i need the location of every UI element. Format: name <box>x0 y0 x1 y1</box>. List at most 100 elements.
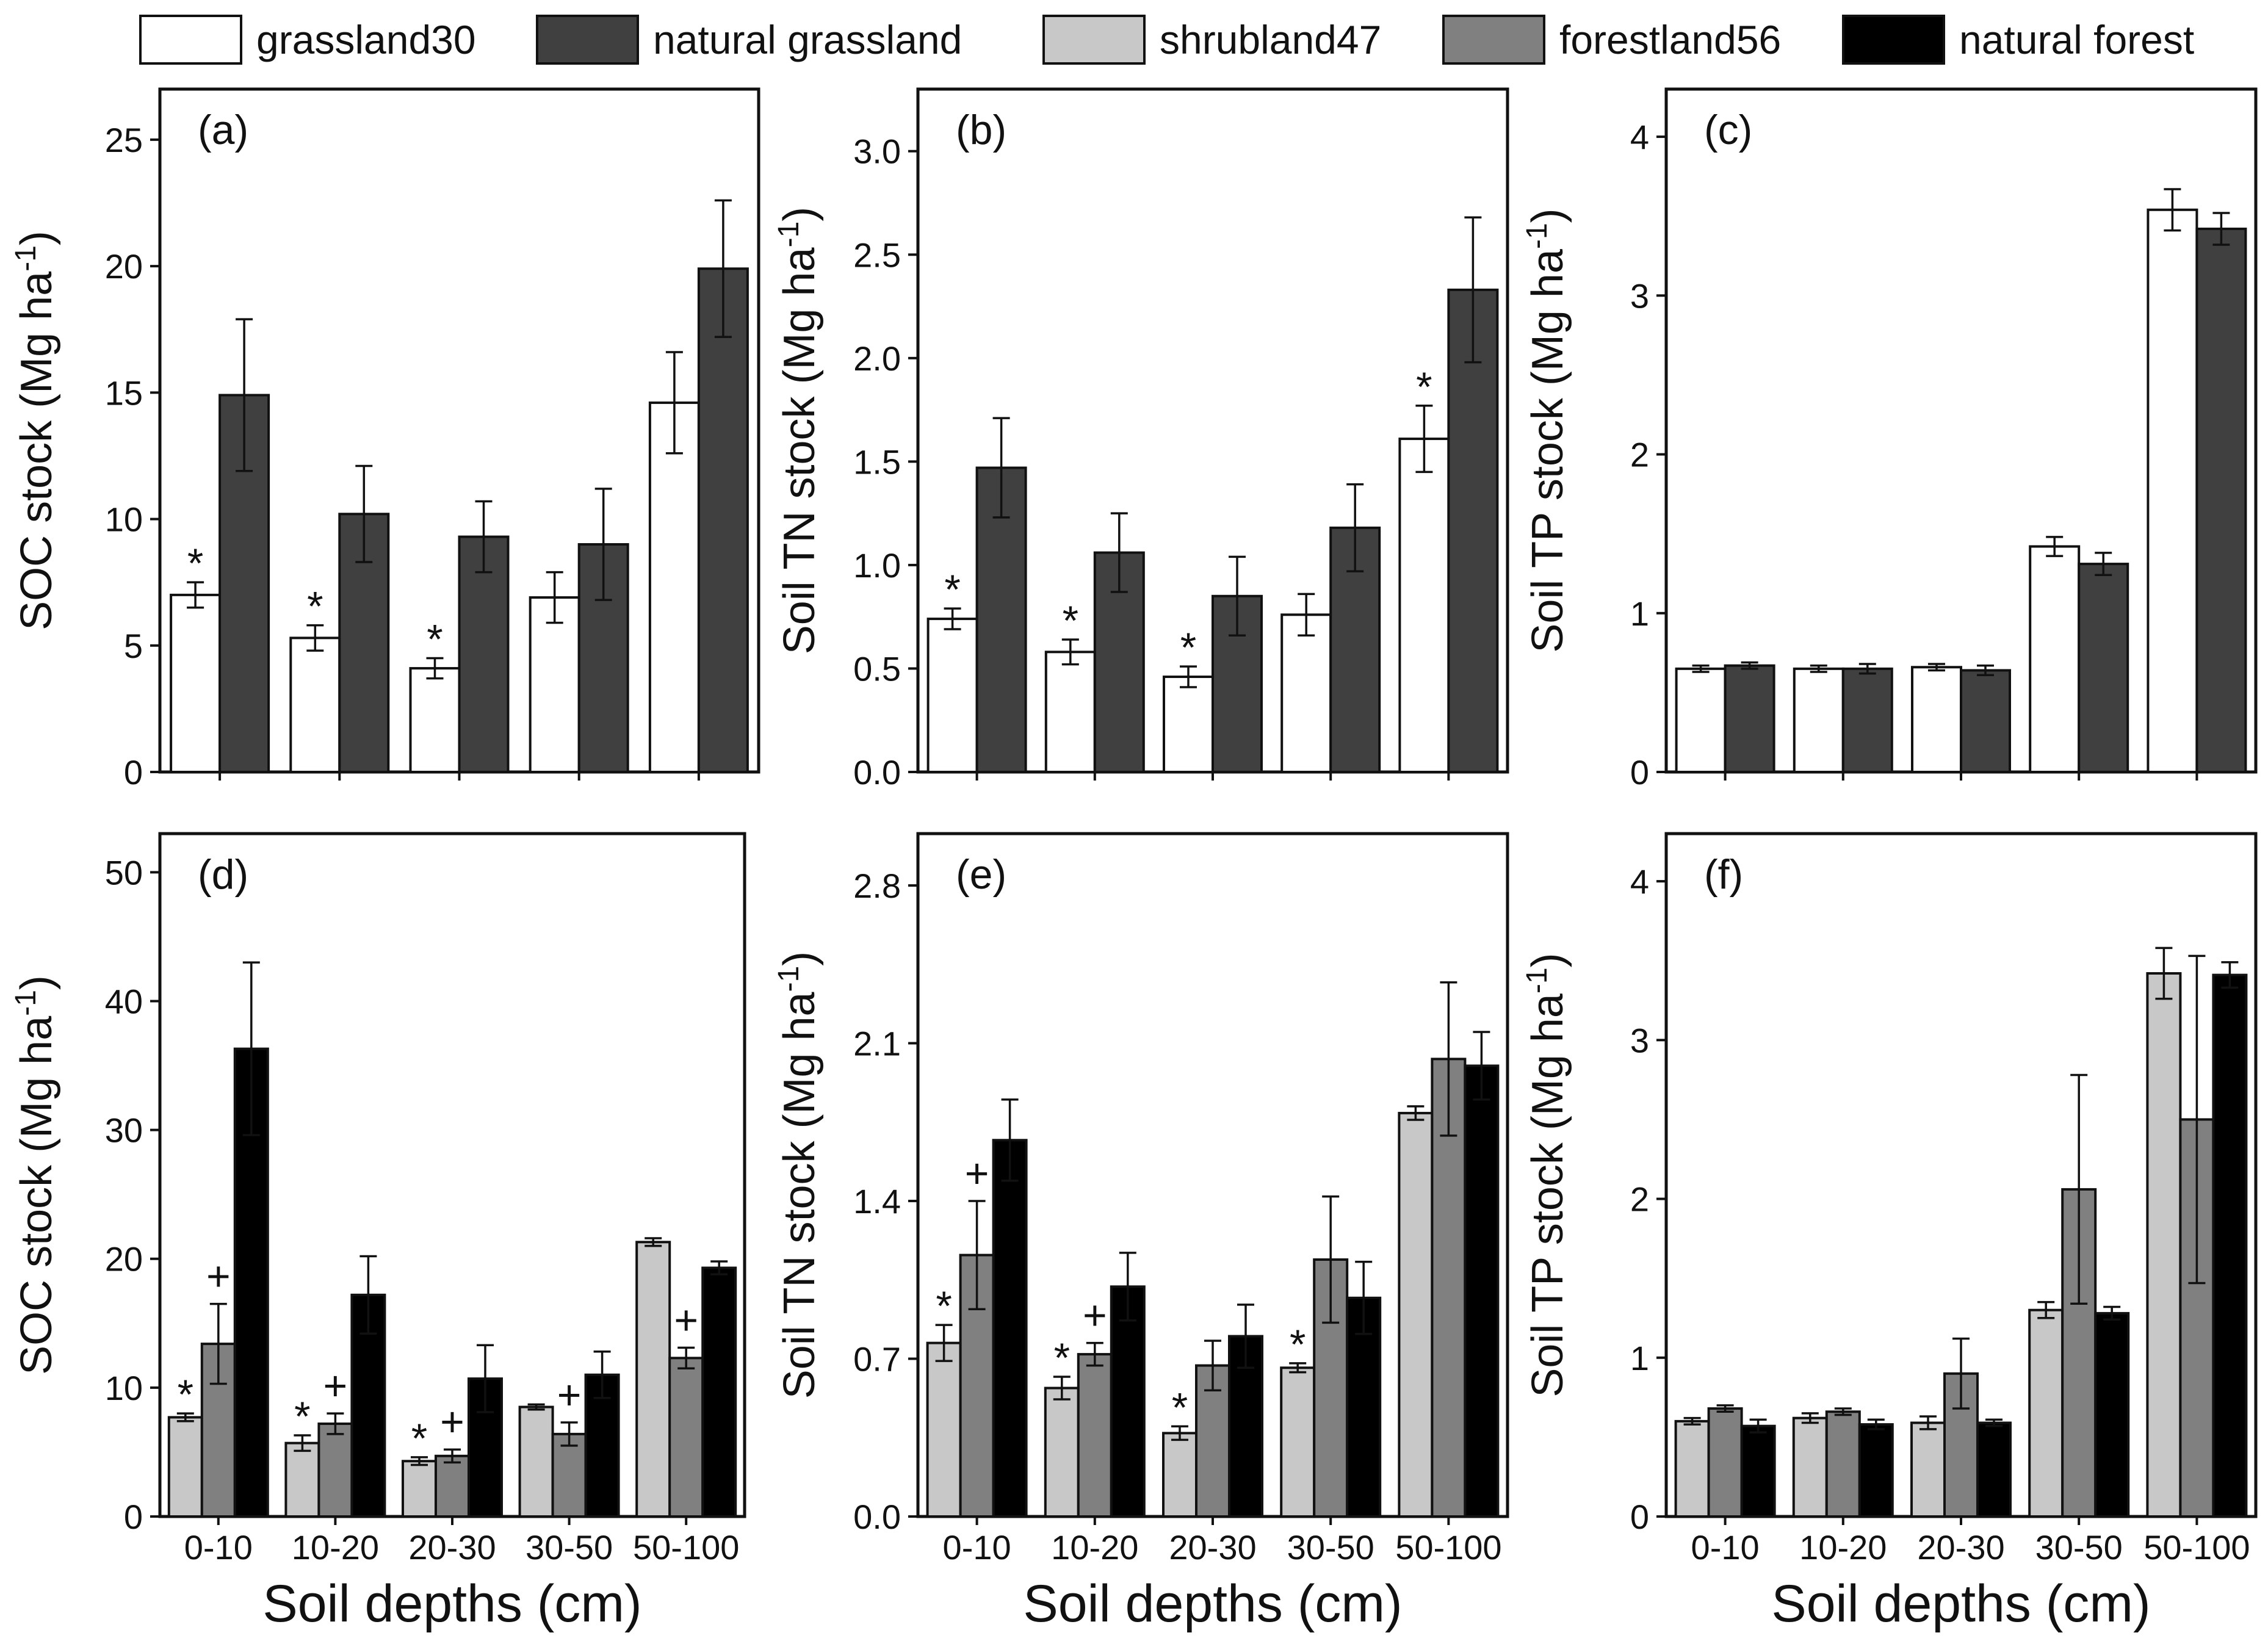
y-axis-title-superscript: -1 <box>773 966 805 992</box>
significance-mark: * <box>178 1371 193 1418</box>
bar <box>284 1441 320 1518</box>
y-tick-label: 0 <box>124 753 143 792</box>
bar <box>2212 973 2248 1518</box>
significance-mark: + <box>206 1253 231 1300</box>
bar <box>1464 1064 1500 1518</box>
bar <box>926 618 978 774</box>
panel-label: (d) <box>198 851 248 898</box>
bar <box>1792 1416 1828 1518</box>
y-axis-title-main: SOC stock (Mg ha <box>12 271 61 630</box>
bar <box>1280 1366 1316 1518</box>
bar <box>2028 1308 2064 1518</box>
x-tick-label: 10-20 <box>1051 1528 1138 1567</box>
x-tick-label: 20-30 <box>1169 1528 1256 1567</box>
y-axis-title-end: ) <box>1523 208 1572 223</box>
y-tick-label: 40 <box>105 982 143 1020</box>
bar <box>697 267 749 773</box>
panel-label: (a) <box>198 107 248 153</box>
panel-b: 0.0 0.5 1.0 1.5 2.0 2.5 3.0 Soil TN stock (Mg h… <box>773 87 1509 792</box>
significance-mark: * <box>1290 1321 1306 1368</box>
bar <box>2094 1311 2130 1518</box>
legend-item-natural_forest: natural forest <box>1842 15 2194 65</box>
bar <box>1110 1285 1146 1518</box>
bar <box>409 667 461 773</box>
y-axis-title: SOC stock (Mg ha-1) <box>10 975 61 1375</box>
y-tick-label: 10 <box>105 500 143 539</box>
x-tick-label: 30-50 <box>525 1528 613 1567</box>
bar <box>926 1341 962 1518</box>
y-tick-label: 0 <box>1630 1498 1649 1536</box>
bar <box>1793 667 1844 774</box>
x-tick-label: 50-100 <box>2143 1528 2250 1567</box>
y-axis-title-main: Soil TP stock (Mg ha <box>1523 993 1572 1398</box>
bar <box>2029 545 2081 774</box>
y-tick-label: 0.0 <box>853 1498 901 1536</box>
bar <box>402 1460 437 1518</box>
bar <box>518 1405 554 1518</box>
x-tick-label: 20-30 <box>1917 1528 2004 1567</box>
panel-f: 0 1 2 3 4 Soil TP stock (Mg ha-1) (f) 0-10 10-20… <box>1521 832 2258 1633</box>
x-tick-label: 0-10 <box>184 1528 253 1567</box>
bar <box>635 1241 671 1518</box>
bar <box>2147 208 2198 773</box>
y-tick-label: 10 <box>105 1369 143 1407</box>
y-tick-label: 2 <box>1630 1180 1649 1219</box>
bar <box>1825 1410 1861 1518</box>
y-tick-label: 0.7 <box>853 1340 901 1378</box>
panel-label: (e) <box>956 851 1006 898</box>
legend-swatch <box>1442 15 1545 65</box>
y-axis-title-superscript: -1 <box>1521 223 1553 249</box>
significance-mark: * <box>1063 597 1078 644</box>
bar <box>1675 667 1727 774</box>
y-axis-title-superscript: -1 <box>10 245 42 272</box>
y-tick-label: 1.4 <box>853 1182 901 1221</box>
bar <box>317 1422 353 1518</box>
bar <box>668 1357 704 1518</box>
bar <box>1976 1421 2012 1518</box>
legend-item-shrubland47: shrubland47 <box>1042 15 1381 65</box>
y-tick-label: 2.0 <box>853 339 901 378</box>
bar <box>1398 1111 1434 1518</box>
bar <box>338 513 390 773</box>
y-tick-label: 30 <box>105 1111 143 1150</box>
legend-label: shrubland47 <box>1160 17 1381 62</box>
significance-mark: * <box>936 1283 952 1329</box>
bar <box>1841 667 1893 774</box>
panel-label: (b) <box>956 107 1006 153</box>
y-tick-label: 5 <box>124 627 143 665</box>
legend: grassland30 natural grassland shrubland47 f… <box>139 15 2194 65</box>
bar <box>1724 664 1775 773</box>
significance-mark: + <box>965 1150 989 1197</box>
bar <box>1162 1432 1197 1518</box>
y-tick-label: 1.5 <box>853 442 901 481</box>
y-tick-label: 50 <box>105 853 143 892</box>
y-tick-label: 1.0 <box>853 546 901 585</box>
bar <box>435 1454 470 1518</box>
legend-swatch <box>139 15 242 65</box>
x-tick-label: 10-20 <box>1799 1528 1887 1567</box>
bar <box>1077 1353 1113 1518</box>
x-tick-label: 0-10 <box>1691 1528 1760 1567</box>
y-axis-title: Soil TP stock (Mg ha-1) <box>1521 953 1572 1397</box>
y-tick-label: 3 <box>1630 1021 1649 1059</box>
y-tick-label: 1 <box>1630 1339 1649 1377</box>
bar <box>1740 1424 1776 1518</box>
bar <box>289 637 341 774</box>
y-axis-title: SOC stock (Mg ha-1) <box>10 231 61 630</box>
bar <box>1707 1407 1743 1518</box>
bar <box>1858 1423 1894 1518</box>
significance-mark: * <box>411 1415 427 1462</box>
panel-label: (f) <box>1704 851 1743 898</box>
panel-d: 0 10 20 30 40 50 SOC stock (Mg ha-1) (d) 0-10 10-… <box>10 832 746 1633</box>
bar <box>1044 651 1096 773</box>
significance-mark: + <box>1083 1293 1107 1339</box>
y-axis-title-end: ) <box>775 951 824 966</box>
y-axis-title-main: Soil TN stock (Mg ha <box>775 991 824 1399</box>
bar <box>1447 288 1499 774</box>
y-tick-label: 15 <box>105 373 143 412</box>
significance-mark: * <box>944 566 960 613</box>
bar <box>1960 669 2011 774</box>
y-axis-title-end: ) <box>12 975 61 990</box>
bar <box>1911 666 1962 773</box>
x-tick-label: 50-100 <box>633 1528 739 1567</box>
